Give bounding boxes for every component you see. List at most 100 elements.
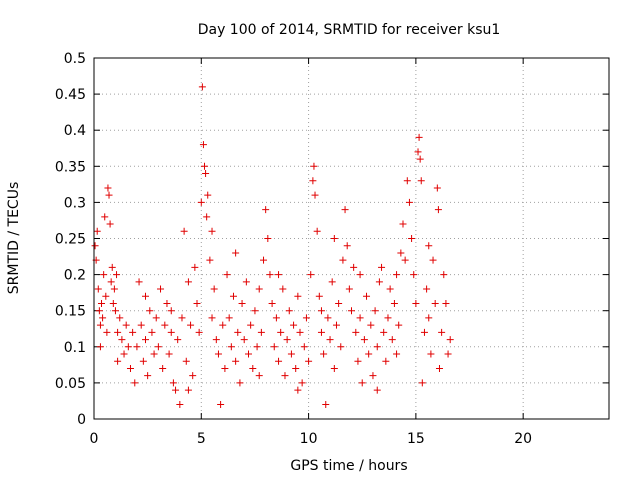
data-point <box>249 364 257 372</box>
data-point <box>425 242 433 250</box>
data-point <box>410 271 418 279</box>
data-point <box>429 256 437 264</box>
data-point <box>107 278 115 286</box>
data-point <box>167 328 175 336</box>
data-point <box>95 307 103 315</box>
data-point <box>93 227 101 235</box>
data-point <box>264 235 272 242</box>
data-point <box>356 271 364 279</box>
data-point <box>219 321 227 329</box>
data-point <box>275 271 283 279</box>
data-point <box>187 321 195 329</box>
data-point <box>425 314 433 322</box>
data-point <box>202 170 210 178</box>
data-point <box>401 256 409 264</box>
data-point <box>337 343 345 351</box>
data-point <box>260 256 268 264</box>
y-tick-label: 0.3 <box>64 195 86 211</box>
data-point <box>324 314 332 322</box>
data-point <box>182 357 190 365</box>
data-point <box>305 357 313 365</box>
data-point <box>388 336 396 344</box>
data-point <box>203 213 211 221</box>
data-point <box>375 278 383 286</box>
data-point <box>148 328 156 336</box>
data-point <box>116 314 124 322</box>
data-point <box>415 133 423 141</box>
data-point <box>137 321 145 329</box>
y-tick-label: 0 <box>77 412 86 428</box>
y-tick-label: 0.5 <box>64 51 86 67</box>
data-point <box>434 206 442 214</box>
data-point <box>423 285 431 293</box>
data-point <box>193 299 201 307</box>
data-point <box>373 343 381 351</box>
data-point <box>113 271 121 279</box>
data-point <box>360 336 368 344</box>
data-point <box>363 292 371 300</box>
data-point <box>232 357 240 365</box>
data-point <box>290 321 298 329</box>
data-point <box>144 372 152 380</box>
data-point <box>405 198 413 206</box>
data-point <box>114 328 122 336</box>
data-point <box>287 350 295 358</box>
data-point <box>277 328 285 336</box>
y-tick-label: 0.35 <box>55 159 86 175</box>
data-point <box>126 364 134 372</box>
data-point <box>403 177 411 185</box>
data-point <box>221 364 229 372</box>
data-point <box>161 321 169 329</box>
data-point <box>386 285 394 293</box>
data-point <box>180 227 188 235</box>
data-point <box>326 336 334 344</box>
data-point <box>262 206 270 214</box>
data-point <box>146 307 154 315</box>
data-point <box>229 292 237 300</box>
data-point <box>382 357 390 365</box>
data-point <box>120 350 128 358</box>
data-point <box>99 314 107 322</box>
data-point <box>431 299 439 307</box>
y-tick-label: 0.45 <box>55 87 86 103</box>
data-point <box>446 336 454 344</box>
y-tick-label: 0.4 <box>64 123 86 139</box>
data-point <box>412 299 420 307</box>
data-point <box>365 350 373 358</box>
data-point <box>311 191 319 199</box>
y-axis-title: SRMTID / TECUs <box>6 182 22 295</box>
data-point <box>232 249 240 257</box>
data-point <box>197 198 205 206</box>
data-point <box>285 307 293 315</box>
data-point <box>110 285 118 293</box>
data-point <box>242 278 250 286</box>
data-point <box>315 292 323 300</box>
y-tick-label: 0.25 <box>55 232 86 248</box>
data-point <box>103 328 111 336</box>
x-tick-label: 5 <box>197 431 206 447</box>
y-tick-label: 0.2 <box>64 268 86 284</box>
data-point <box>142 292 149 300</box>
chart-title: Day 100 of 2014, SRMTID for receiver ksu… <box>198 22 501 38</box>
data-point <box>371 307 379 315</box>
data-point <box>142 336 149 344</box>
data-point <box>393 350 401 358</box>
data-point <box>167 307 175 315</box>
data-point <box>131 379 139 387</box>
data-point <box>251 307 259 315</box>
x-tick-label: 0 <box>90 431 99 447</box>
data-point <box>330 364 338 372</box>
data-point <box>352 328 360 336</box>
data-point <box>369 372 377 380</box>
data-point <box>354 357 362 365</box>
data-point <box>339 256 347 264</box>
data-point <box>255 285 263 293</box>
data-point <box>105 191 113 199</box>
data-point <box>255 372 263 380</box>
data-point <box>208 314 216 322</box>
data-point <box>313 227 321 235</box>
data-point <box>281 372 289 380</box>
data-point <box>348 307 355 315</box>
data-point <box>373 386 381 394</box>
